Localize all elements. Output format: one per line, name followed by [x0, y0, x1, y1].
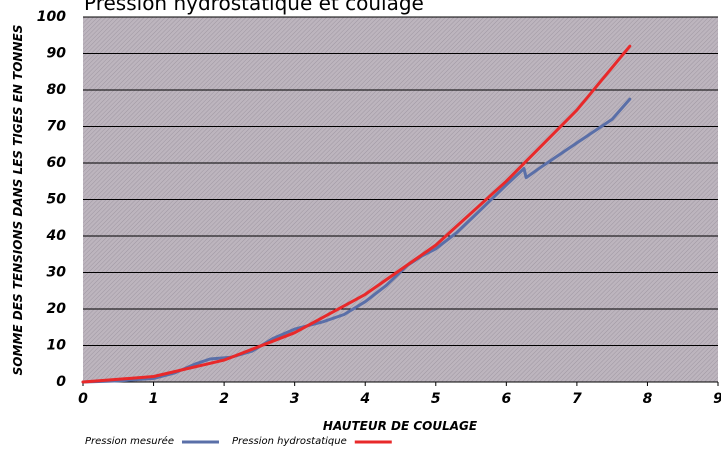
y-tick-label: 80 — [47, 82, 67, 98]
y-tick-label: 40 — [46, 228, 67, 244]
x-tick-label: 2 — [219, 391, 229, 407]
data-line — [81, 97, 632, 384]
legend-label: Pression mesurée — [85, 435, 174, 447]
data-line — [81, 44, 632, 384]
x-axis-label: HAUTEUR DE COULAGE — [323, 419, 478, 433]
x-tick-label: 6 — [501, 391, 511, 407]
y-tick-label: 10 — [47, 338, 67, 354]
y-tick-label: 0 — [56, 374, 66, 390]
y-tick-label: 50 — [47, 192, 67, 208]
y-tick-label: 90 — [47, 46, 67, 62]
y-tick-label: 20 — [47, 301, 67, 317]
x-tick-label: 8 — [643, 391, 653, 407]
x-tick-label: 7 — [572, 391, 582, 407]
y-tick-label: 30 — [47, 265, 67, 281]
y-axis-label: SOMME DES TENSIONS DANS LES TIGES EN TON… — [11, 25, 25, 376]
y-tick-label: 60 — [47, 155, 67, 171]
x-tick-label: 5 — [431, 391, 441, 407]
y-tick-label: 70 — [47, 119, 67, 135]
x-tick-label: 3 — [290, 391, 300, 407]
x-tick-label: 4 — [359, 391, 370, 407]
plot-layer: 0 10 20 30 40 50 60 70 80 90 100 0 1 2 3 4 5 6 7 8 9 — [37, 9, 721, 407]
x-tick-label: 9 — [713, 391, 721, 407]
legend-label: Pression hydrostatique — [232, 436, 347, 447]
y-tick-label: 100 — [37, 9, 66, 25]
x-tick-label: 0 — [78, 391, 88, 407]
x-tick-label: 1 — [149, 391, 159, 407]
chart-title: Pression hydrostatique et coulage — [84, 0, 424, 15]
